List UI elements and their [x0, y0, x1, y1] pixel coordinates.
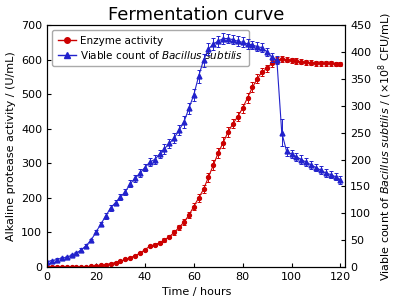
Legend: Enzyme activity, Viable count of $\it{Bacillus\ subtilis}$: Enzyme activity, Viable count of $\it{Ba…: [52, 30, 249, 66]
X-axis label: Time / hours: Time / hours: [162, 288, 231, 298]
Y-axis label: Alkaline protease activity / (U/mL): Alkaline protease activity / (U/mL): [6, 51, 16, 241]
Title: Fermentation curve: Fermentation curve: [108, 5, 284, 24]
Y-axis label: Viable count of $\it{Bacillus\ subtilis}$ / ($\times$10$^8$ CFU/mL): Viable count of $\it{Bacillus\ subtilis}…: [377, 12, 394, 281]
